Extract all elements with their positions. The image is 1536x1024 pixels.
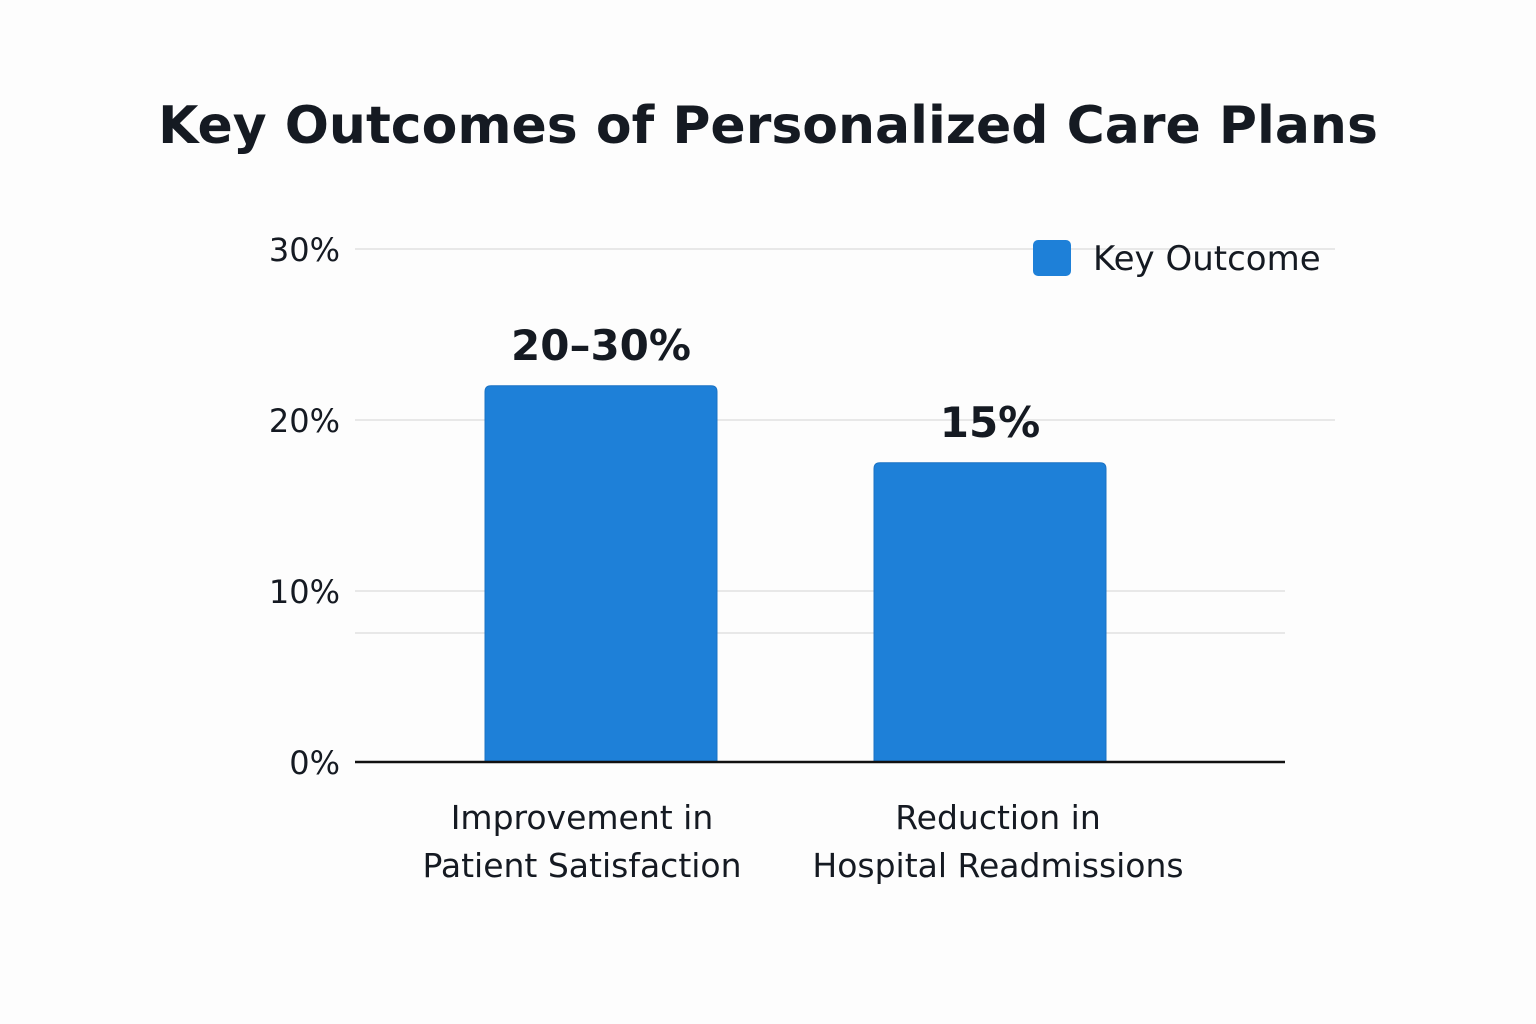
chart-title: Key Outcomes of Personalized Care Plans <box>158 96 1378 156</box>
y-tick-label: 20% <box>269 402 340 440</box>
bars <box>484 385 1107 763</box>
x-category-label: Reduction in <box>895 798 1101 837</box>
legend: Key Outcome <box>1033 239 1321 279</box>
data-labels: 20–30% 15% <box>511 321 1040 447</box>
y-axis-ticks: 30% 20% 10% 0% <box>269 231 340 782</box>
data-label: 15% <box>940 398 1041 447</box>
legend-label: Key Outcome <box>1093 239 1321 279</box>
legend-swatch <box>1033 240 1071 276</box>
x-category-label: Improvement in <box>451 798 714 837</box>
y-tick-label: 30% <box>269 231 340 269</box>
bar <box>873 462 1107 763</box>
y-tick-label: 10% <box>269 573 340 611</box>
y-tick-label: 0% <box>289 744 340 782</box>
data-label: 20–30% <box>511 321 691 370</box>
bar <box>484 385 718 763</box>
category-labels: Improvement in Patient Satisfaction Reduct… <box>422 798 1183 885</box>
x-category-label: Hospital Readmissions <box>812 846 1183 885</box>
x-category-label: Patient Satisfaction <box>422 846 741 885</box>
